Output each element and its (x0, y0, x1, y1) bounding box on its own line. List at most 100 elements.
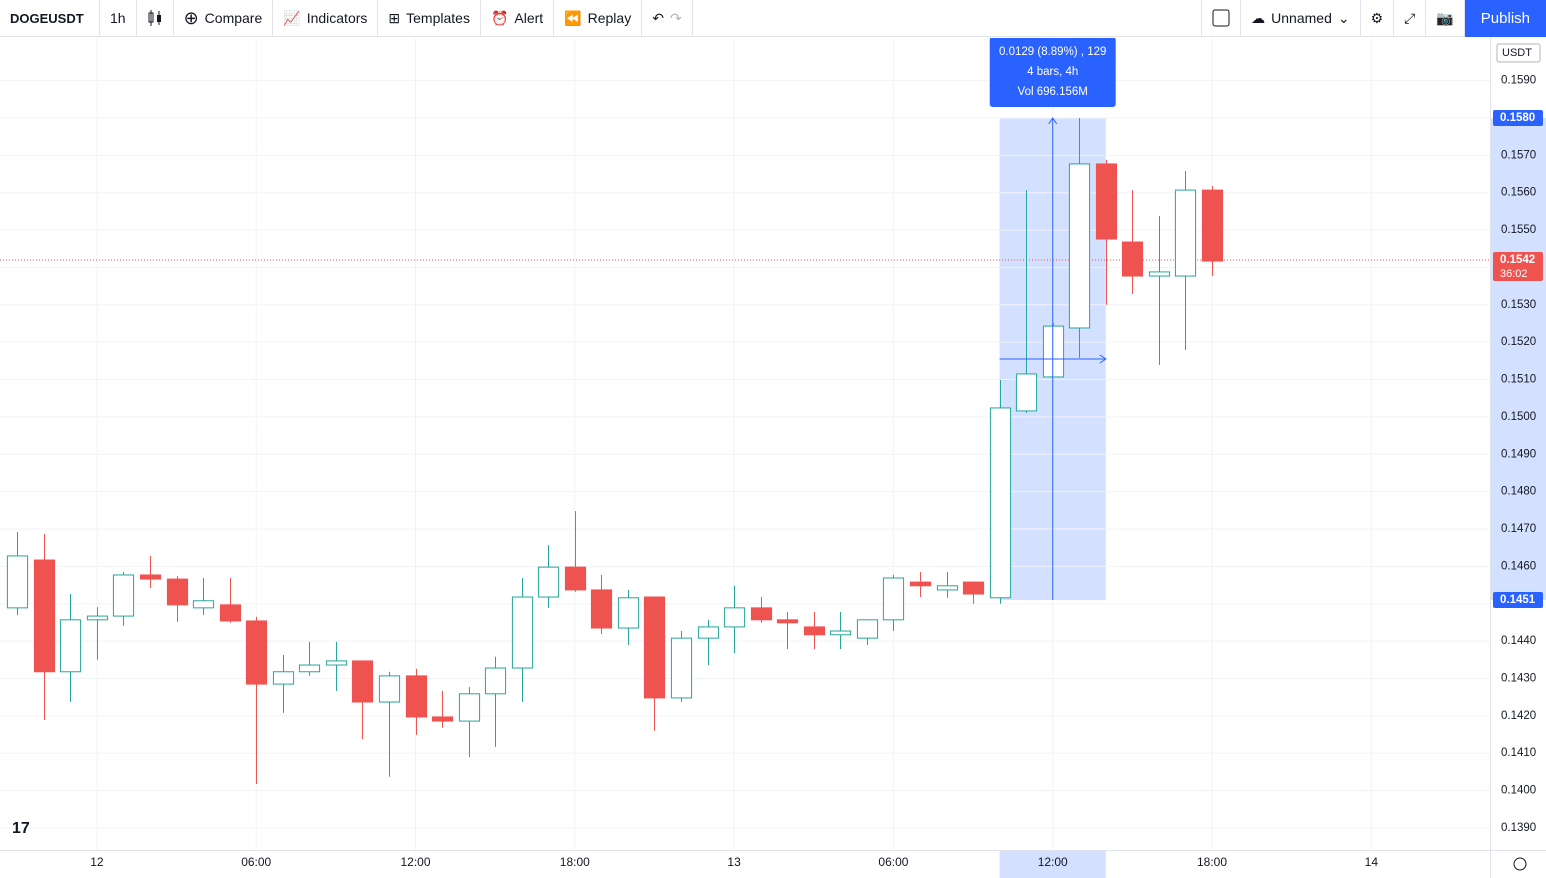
icon: ⏰ (490, 9, 509, 26)
candle-icon (148, 10, 161, 26)
label: Indicators (306, 10, 368, 26)
measure-label-text: 4 bars, 4h (1027, 66, 1078, 78)
toolbar: DOGEUSDT 1h ⊕ Compare 📈 Indicators ⊞ Templa… (0, 0, 1546, 37)
candle-body (882, 577, 905, 621)
candle-body (378, 675, 401, 703)
label: Compare (204, 10, 263, 26)
label: Alert (514, 10, 544, 26)
y-tick-label: 0.1570 (1501, 149, 1536, 161)
y-tick-label: 0.1390 (1501, 822, 1536, 834)
candle-body (511, 596, 534, 669)
indicators-button[interactable]: 📈 Indicators (273, 0, 379, 37)
candle-body (59, 619, 82, 673)
x-tick-label: 13 (727, 855, 741, 869)
candle-body (458, 693, 481, 722)
settings-icon (1513, 857, 1527, 871)
candle-body (962, 581, 985, 595)
interval[interactable]: 1h (100, 0, 137, 37)
y-tick-label: 0.1420 (1501, 710, 1536, 722)
square-icon (1212, 9, 1230, 27)
redo[interactable]: ↷ (669, 9, 682, 26)
icon: ⊞ (388, 9, 401, 26)
layout-name[interactable]: ☁ Unnamed ⌄ (1241, 0, 1361, 37)
candle-body (989, 407, 1012, 599)
candle-body (1095, 163, 1118, 240)
price-range-highlight (1491, 117, 1546, 601)
y-tick-label: 0.1460 (1501, 560, 1536, 572)
x-tick-label: 18:00 (1197, 855, 1227, 869)
candle-body (750, 607, 773, 621)
price-badge-label: 0.1542 (1500, 254, 1535, 266)
fullscreen[interactable]: ⤢ (1394, 0, 1427, 37)
y-tick-label: 0.1510 (1501, 374, 1536, 386)
currency-box (1496, 43, 1541, 63)
measure-label-text: Vol 696.156M (1018, 86, 1088, 98)
chart-style[interactable] (137, 0, 174, 37)
candle-body (219, 604, 242, 622)
y-tick-label: 0.1590 (1501, 75, 1536, 87)
price-axis (1490, 38, 1546, 878)
candle-body (86, 615, 109, 621)
measure-label-box (989, 38, 1116, 107)
templates-button[interactable]: ⊞ Templates (378, 0, 481, 37)
candle-body (1015, 373, 1038, 412)
layout-toggle[interactable] (1201, 0, 1242, 37)
symbol[interactable]: DOGEUSDT (0, 0, 100, 37)
candle-body (351, 660, 374, 703)
candle-body (139, 574, 162, 580)
candle-body (1068, 163, 1091, 329)
countdown: 36:02 (1500, 268, 1528, 280)
candle-body (590, 589, 613, 629)
y-tick-label: 0.1430 (1501, 673, 1536, 685)
candle-body (272, 671, 295, 685)
price-badge (1493, 109, 1543, 126)
alert-button[interactable]: ⏰ Alert (481, 0, 555, 37)
currency-label: USDT (1502, 47, 1532, 59)
candle-body (1174, 189, 1197, 277)
measure-arrowhead (1099, 354, 1107, 364)
candle-body (484, 667, 507, 695)
y-tick-label: 0.1500 (1501, 411, 1536, 423)
price-badge (1493, 592, 1543, 609)
candle-body (431, 716, 454, 722)
undo[interactable]: ↶ (652, 9, 664, 26)
undo-redo[interactable]: ↶ ↷ (642, 0, 693, 37)
candle-body (643, 596, 666, 699)
y-tick-label: 0.1520 (1501, 336, 1536, 348)
price-badge-label: 0.1580 (1500, 112, 1535, 124)
measure-arrowhead (1048, 117, 1058, 125)
y-tick-label: 0.1470 (1501, 523, 1536, 535)
snapshot[interactable]: 📷 (1426, 0, 1465, 37)
candle-body (697, 626, 720, 639)
candle-body (564, 566, 587, 591)
candle-body (166, 578, 189, 606)
y-tick-label: 0.1560 (1501, 187, 1536, 199)
icon: ⏪ (564, 9, 582, 26)
replay-button[interactable]: ⏪ Replay (554, 0, 643, 37)
candle-body (325, 660, 348, 666)
settings[interactable]: ⚙ (1361, 0, 1395, 37)
icon: ☁ (1251, 9, 1266, 26)
time-range-highlight (999, 851, 1106, 878)
label: Templates (406, 10, 470, 26)
candle-body (1042, 325, 1065, 378)
candle-body (245, 620, 268, 685)
y-tick-label: 0.1410 (1501, 747, 1536, 759)
candle-body (803, 626, 826, 636)
candle-body (6, 555, 29, 609)
x-tick-label: 06:00 (878, 855, 908, 869)
candle-body (909, 581, 932, 587)
candle-body (537, 566, 560, 598)
candle-body (405, 675, 428, 718)
candle-body (192, 600, 215, 609)
label: Replay (587, 10, 632, 26)
compare-button[interactable]: ⊕ Compare (174, 0, 274, 37)
y-tick-label: 0.1440 (1501, 635, 1536, 647)
x-tick-label: 12 (90, 855, 104, 869)
icon: ⊕ (183, 7, 199, 28)
chart: 0.0129 (8.89%) , 129 4 bars, 4h Vol 696.15… (0, 38, 1546, 878)
measure-label-text: 0.0129 (8.89%) , 129 (999, 46, 1106, 58)
publish-button[interactable]: Publish (1464, 0, 1546, 37)
price-badge (1493, 251, 1543, 281)
